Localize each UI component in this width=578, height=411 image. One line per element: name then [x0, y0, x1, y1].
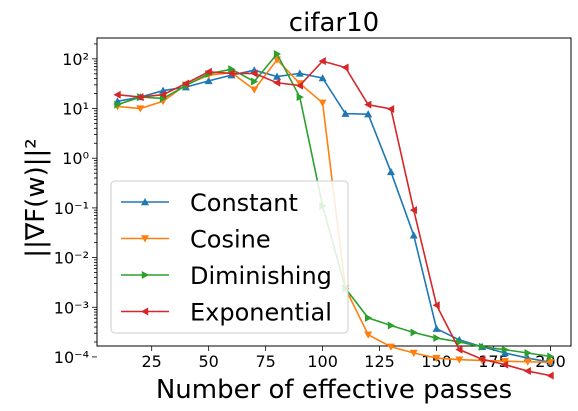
legend-marker-cosine — [141, 235, 149, 243]
data-point-diminishing — [296, 93, 304, 102]
data-point-cosine — [136, 105, 145, 113]
data-point-diminishing — [501, 345, 509, 354]
data-point-exponential — [204, 67, 212, 76]
data-point-exponential — [136, 93, 144, 102]
data-point-exponential — [523, 367, 531, 376]
x-tick-label: 100 — [307, 352, 338, 371]
data-point-exponential — [273, 78, 281, 87]
legend-marker-exponential — [141, 307, 149, 316]
data-point-exponential — [432, 301, 440, 310]
data-point-exponential — [409, 206, 417, 215]
data-point-constant — [409, 231, 418, 239]
data-point-exponential — [318, 57, 326, 66]
data-point-constant — [432, 324, 441, 332]
data-point-exponential — [250, 69, 258, 78]
data-point-exponential — [500, 360, 509, 369]
legend-label-exponential: Exponential — [190, 299, 332, 327]
legend-item-exponential: Exponential — [121, 299, 332, 327]
data-point-exponential — [181, 79, 190, 88]
x-tick-label: 75 — [255, 352, 275, 371]
data-point-exponential — [386, 104, 395, 113]
data-point-constant — [295, 69, 304, 77]
data-point-diminishing — [410, 328, 418, 337]
data-point-constant — [273, 72, 282, 80]
legend-box — [110, 180, 349, 334]
x-tick-label: 125 — [364, 352, 395, 371]
plot-axes: 25507510012515017520010²10¹10⁰10⁻¹10⁻²10… — [54, 37, 572, 371]
x-tick-label: 25 — [142, 352, 162, 371]
data-point-diminishing — [364, 313, 373, 322]
legend: Constant Cosine Diminishing Exponential — [110, 180, 349, 334]
data-point-exponential — [455, 345, 463, 354]
legend-item-cosine: Cosine — [121, 226, 271, 254]
data-point-diminishing — [478, 342, 487, 351]
series-exponential — [113, 57, 554, 380]
data-point-cosine — [409, 349, 418, 357]
data-point-diminishing — [524, 348, 532, 357]
data-point-diminishing — [159, 94, 168, 103]
y-tick-label: 10⁻³ — [54, 298, 89, 317]
legend-label-constant: Constant — [190, 189, 298, 217]
data-point-diminishing — [456, 337, 464, 346]
data-point-cosine — [546, 359, 555, 367]
data-point-exponential — [341, 63, 349, 72]
data-point-cosine — [455, 356, 464, 364]
data-point-constant — [364, 110, 373, 118]
data-point-exponential — [295, 81, 304, 90]
data-point-exponential — [227, 69, 235, 78]
legend-marker-constant — [141, 198, 149, 206]
data-point-cosine — [432, 354, 441, 363]
data-point-constant — [341, 109, 350, 117]
data-point-diminishing — [547, 352, 555, 361]
y-tick-label: 10⁰ — [62, 149, 89, 168]
data-point-constant — [204, 76, 213, 85]
y-tick-label: 10² — [62, 50, 89, 69]
y-axis-label: ||∇F(w)||² — [21, 138, 51, 257]
legend-label-diminishing: Diminishing — [190, 262, 332, 290]
data-point-cosine — [523, 358, 532, 366]
data-point-cosine — [500, 358, 509, 366]
plot-frame — [96, 37, 572, 347]
data-point-diminishing — [387, 321, 395, 330]
legend-label-cosine: Cosine — [190, 226, 271, 254]
data-point-diminishing — [433, 334, 441, 343]
series-line-exponential — [117, 60, 551, 377]
x-tick-label: 50 — [198, 352, 218, 371]
data-point-exponential — [159, 90, 167, 99]
data-point-diminishing — [228, 65, 236, 74]
legend-item-constant: Constant — [121, 189, 298, 217]
data-point-exponential — [546, 371, 554, 380]
y-tick-label: 10¹ — [62, 100, 89, 119]
data-point-diminishing — [114, 100, 122, 109]
data-point-exponential — [364, 100, 372, 109]
data-point-cosine — [386, 343, 395, 351]
y-tick-label: 10⁻¹ — [54, 199, 89, 218]
x-axis-label: Number of effective passes — [156, 375, 512, 405]
data-point-exponential — [478, 355, 486, 364]
data-point-exponential — [113, 90, 121, 99]
y-tick-label: 10⁻² — [54, 249, 89, 268]
data-point-diminishing — [251, 77, 259, 86]
legend-item-diminishing: Diminishing — [121, 262, 332, 290]
data-point-constant — [386, 167, 395, 176]
data-point-cosine — [364, 331, 373, 339]
data-point-constant — [500, 348, 509, 357]
legend-marker-diminishing — [141, 271, 149, 279]
data-point-diminishing — [273, 50, 282, 59]
chart-title: cifar10 — [289, 8, 379, 38]
data-point-cosine — [250, 86, 259, 94]
data-point-cosine — [318, 99, 327, 107]
y-tick-label: 10⁻⁴ — [54, 348, 89, 367]
data-point-constant — [318, 74, 327, 82]
